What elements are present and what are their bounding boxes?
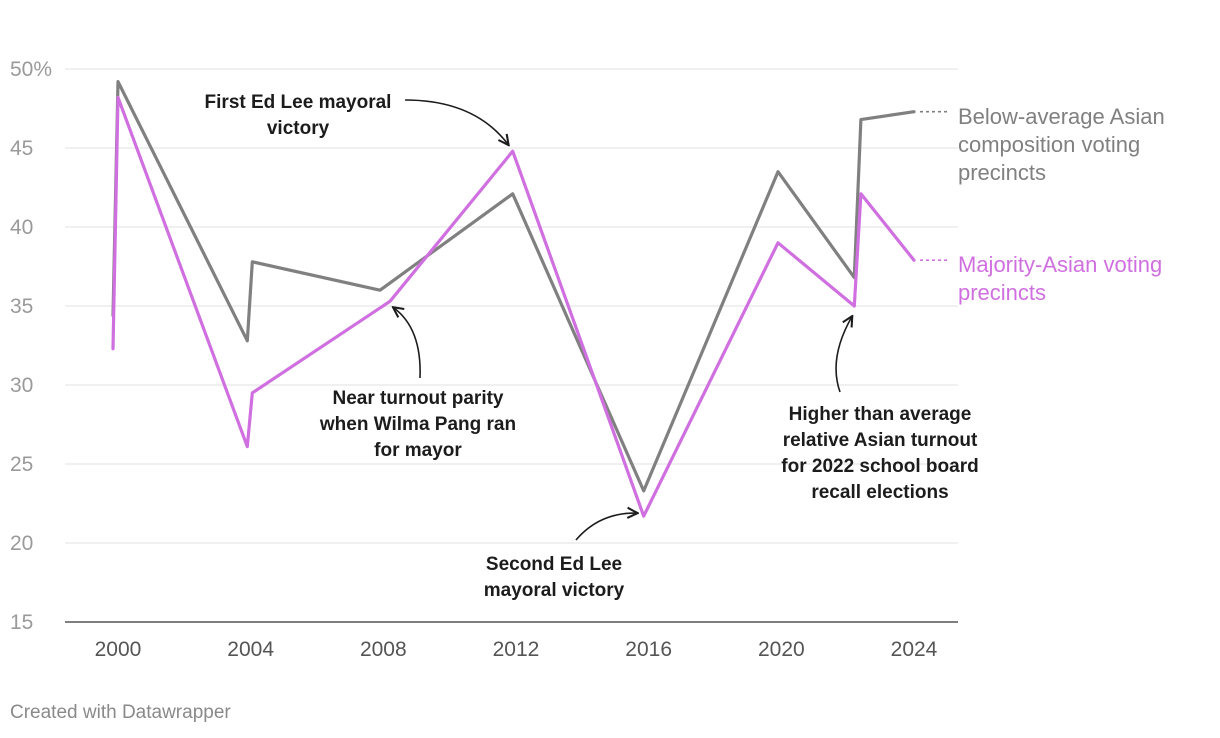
y-tick-label: 25: [10, 453, 33, 476]
annotation-arrow-second-ed-lee: [575, 513, 638, 541]
series-lines: Below-average Asian composition voting pre…: [111, 80, 1165, 518]
y-tick-label: 15: [10, 611, 33, 634]
y-tick-label: 45: [10, 137, 33, 160]
annotation-arrow-recall-2022: [835, 316, 852, 393]
x-tick-label: 2020: [758, 638, 805, 661]
series-line-below-average-asian: [111, 80, 916, 493]
y-tick-label: 50%: [10, 58, 52, 81]
x-tick-label: 2000: [95, 638, 142, 661]
annotation-arrow-wilma-pang: [393, 307, 421, 379]
x-tick-label: 2008: [360, 638, 407, 661]
axes: 15 20 25 30 35 40 45 50% 2000 2004 2008 2012 2016 202…: [10, 58, 938, 661]
y-tick-label: 35: [10, 295, 33, 318]
y-tick-label: 30: [10, 374, 33, 397]
credit-text: Created with Datawrapper: [10, 702, 231, 723]
annotation-arrow-first-ed-lee: [404, 99, 509, 145]
x-tick-label: 2012: [493, 638, 540, 661]
x-tick-label: 2024: [891, 638, 938, 661]
series-label-below-average-asian: Below-average Asian composition voting pre…: [958, 104, 1165, 185]
annotation-first-ed-lee: First Ed Lee mayoral victory: [205, 92, 392, 139]
annotation-recall-2022: Higher than average relative Asian turnou…: [781, 404, 978, 503]
x-tick-label: 2016: [625, 638, 672, 661]
series-label-majority-asian: Majority-Asian voting precincts: [958, 252, 1162, 305]
annotation-wilma-pang: Near turnout parity when Wilma Pang ran fo…: [319, 388, 516, 461]
y-tick-label: 40: [10, 216, 33, 239]
annotation-second-ed-lee: Second Ed Lee mayoral victory: [484, 554, 625, 601]
annotations: First Ed Lee mayoral victory Near turnout …: [205, 92, 979, 601]
x-tick-label: 2004: [227, 638, 274, 661]
series-line-majority-asian: [111, 95, 916, 518]
y-tick-label: 20: [10, 532, 33, 555]
grid-lines: [65, 68, 958, 623]
